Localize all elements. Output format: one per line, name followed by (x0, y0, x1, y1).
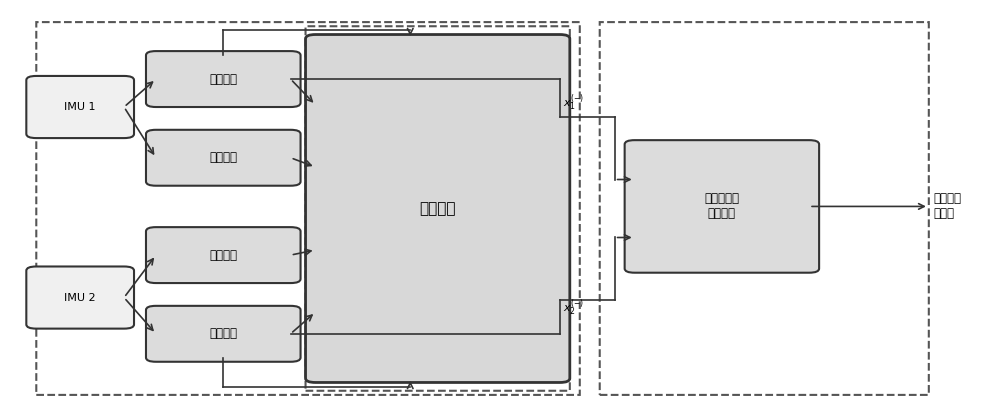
FancyBboxPatch shape (146, 306, 301, 362)
Text: $x_1^{(-)}$: $x_1^{(-)}$ (563, 93, 584, 113)
FancyBboxPatch shape (26, 76, 134, 138)
Text: 零速校正: 零速校正 (209, 151, 237, 164)
FancyBboxPatch shape (26, 266, 134, 329)
FancyBboxPatch shape (146, 130, 301, 186)
Text: 导航解算: 导航解算 (209, 327, 237, 340)
Text: 状态约束卡
尔曼算法: 状态约束卡 尔曼算法 (704, 192, 739, 221)
Text: IMU 1: IMU 1 (64, 102, 96, 112)
Text: 零速校正: 零速校正 (209, 249, 237, 261)
Text: IMU 2: IMU 2 (64, 293, 96, 303)
FancyBboxPatch shape (625, 140, 819, 273)
Text: $x_2^{(-)}$: $x_2^{(-)}$ (563, 298, 584, 319)
Text: 零速校正: 零速校正 (419, 201, 456, 216)
FancyBboxPatch shape (146, 227, 301, 283)
Text: 导航解算: 导航解算 (209, 73, 237, 85)
Text: 导航解算
最优值: 导航解算 最优值 (934, 192, 962, 221)
FancyBboxPatch shape (146, 51, 301, 107)
FancyBboxPatch shape (306, 35, 570, 382)
